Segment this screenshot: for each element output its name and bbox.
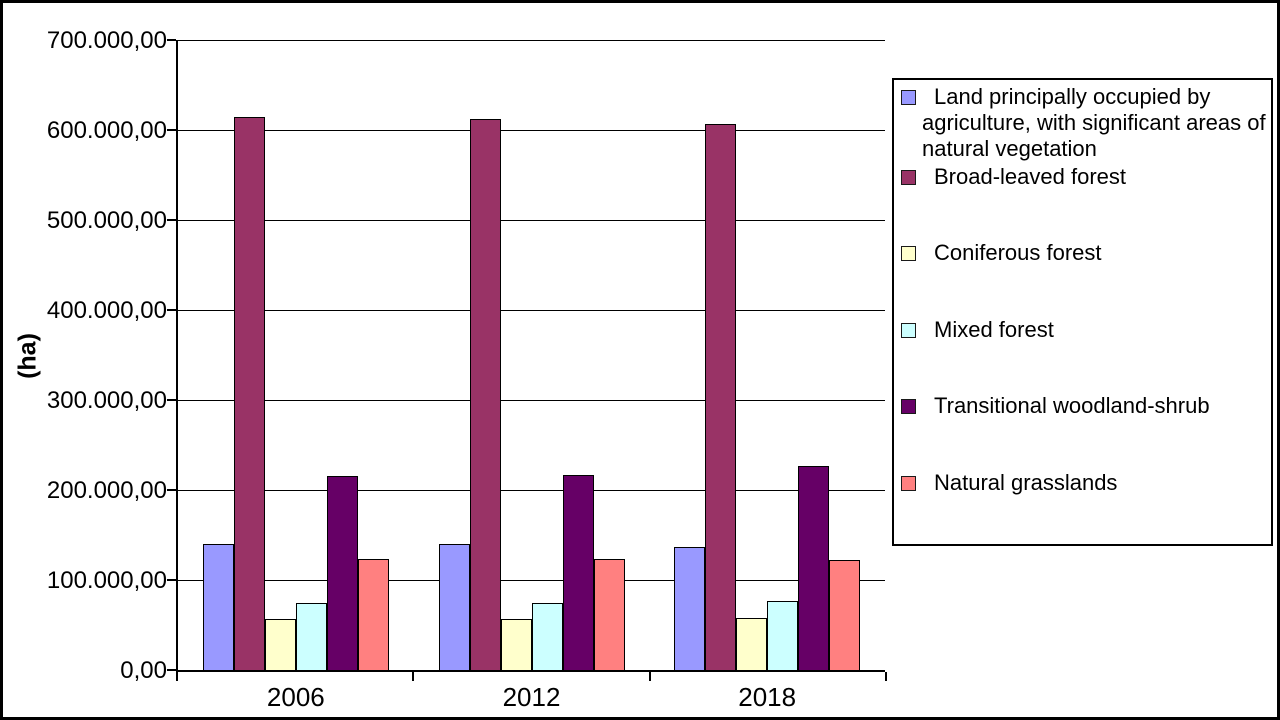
legend-item: Coniferous forest xyxy=(894,238,1271,314)
legend-label: Transitional woodland-shrub xyxy=(934,393,1210,419)
gridline xyxy=(178,490,885,491)
legend-label: Coniferous forest xyxy=(934,240,1102,266)
bar xyxy=(500,619,532,670)
y-axis-tick-labels: 0,00 100.000,00 200.000,00 300.000,00 400.00… xyxy=(28,29,167,683)
x-category-label: 2006 xyxy=(266,682,325,712)
y-axis-tick xyxy=(167,489,176,491)
legend-label: Natural grasslands xyxy=(934,469,1118,495)
legend-swatch-icon xyxy=(901,322,916,338)
legend-label: Mixed forest xyxy=(934,316,1054,342)
legend-item: Land principally occupied by agriculture… xyxy=(894,82,1271,162)
y-tick-label: 400.000,00 xyxy=(46,297,167,324)
bar xyxy=(531,603,563,670)
y-axis-title: (ha) xyxy=(13,333,42,379)
legend-item: Transitional woodland-shrub xyxy=(894,391,1271,467)
y-axis-tick xyxy=(167,579,176,581)
legend-label: Broad-leaved forest xyxy=(934,164,1126,189)
y-tick-label: 500.000,00 xyxy=(46,207,167,234)
y-axis-tick xyxy=(167,219,176,221)
bar xyxy=(593,559,625,670)
plot-area xyxy=(167,39,885,672)
legend-item: Mixed forest xyxy=(894,315,1271,391)
gridline xyxy=(178,130,885,131)
bar xyxy=(767,601,799,670)
bar xyxy=(562,475,594,670)
y-tick-label: 200.000,00 xyxy=(46,477,167,504)
y-axis-tick xyxy=(167,399,176,401)
y-axis-tick xyxy=(167,309,176,311)
x-axis-tick xyxy=(412,672,414,681)
bar xyxy=(326,476,358,670)
bar xyxy=(798,466,830,670)
legend-item: Natural grasslands xyxy=(894,468,1271,544)
bar-group-2006 xyxy=(202,117,389,670)
x-axis-tick xyxy=(649,672,651,681)
y-tick-label: 0,00 xyxy=(120,657,167,684)
y-tick-label: 100.000,00 xyxy=(46,567,167,594)
gridline xyxy=(178,400,885,401)
bar xyxy=(233,117,265,670)
legend-swatch-icon xyxy=(901,475,916,491)
legend-swatch-icon xyxy=(901,170,916,185)
x-category-label: 2018 xyxy=(738,682,797,712)
legend-label: Land principally occupied by agriculture… xyxy=(922,84,1266,161)
x-axis-tick xyxy=(885,672,887,681)
x-axis-tick-labels: 2006 2012 2018 xyxy=(178,682,885,714)
y-axis-tick xyxy=(167,129,176,131)
bar xyxy=(674,547,706,670)
gridline xyxy=(178,220,885,221)
x-category-label: 2012 xyxy=(502,682,561,712)
x-axis-tick xyxy=(176,672,178,681)
y-tick-label: 700.000,00 xyxy=(46,27,167,54)
legend-swatch-icon xyxy=(901,246,916,262)
bar xyxy=(202,544,234,670)
bar xyxy=(357,559,389,670)
bar xyxy=(829,560,861,670)
bar xyxy=(736,618,768,670)
bar xyxy=(438,544,470,670)
legend: Land principally occupied by agriculture… xyxy=(892,78,1273,546)
bar-group-2012 xyxy=(438,119,625,670)
bar-group-2018 xyxy=(674,124,861,670)
gridline xyxy=(178,40,885,41)
y-axis-tick xyxy=(167,39,176,41)
y-tick-label: 300.000,00 xyxy=(46,387,167,414)
bar xyxy=(264,619,296,670)
gridline xyxy=(178,580,885,581)
bar xyxy=(469,119,501,670)
y-tick-label: 600.000,00 xyxy=(46,117,167,144)
bar xyxy=(705,124,737,670)
y-axis-tick xyxy=(167,669,176,671)
bar xyxy=(295,603,327,670)
legend-swatch-icon xyxy=(901,90,916,105)
gridline xyxy=(178,310,885,311)
legend-swatch-icon xyxy=(901,399,916,415)
legend-item: Broad-leaved forest xyxy=(894,162,1271,238)
